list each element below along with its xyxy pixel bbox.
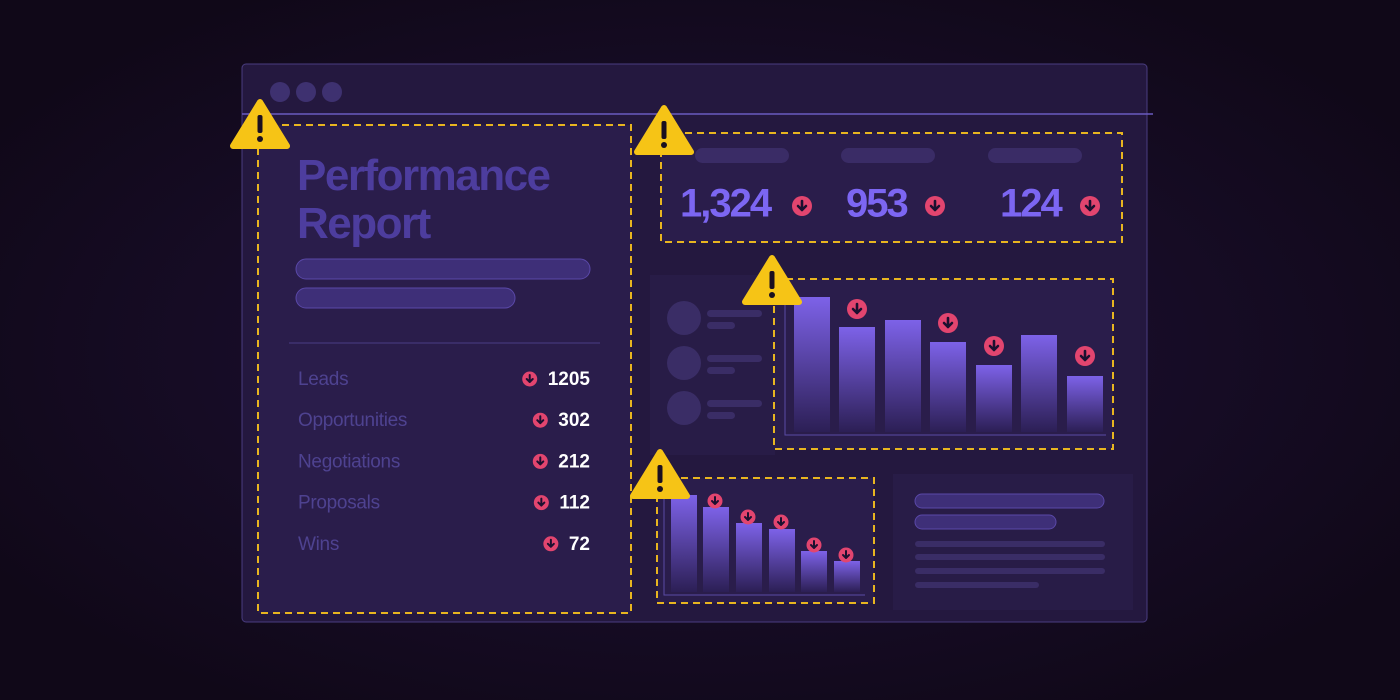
placeholder-bar xyxy=(295,258,591,280)
down-icon xyxy=(982,334,1006,358)
alert-border xyxy=(660,132,1123,243)
row-value: 112 xyxy=(559,493,590,514)
row-value: 1205 xyxy=(548,369,591,390)
placeholder-list xyxy=(667,301,762,425)
row-label: Opportunities xyxy=(298,410,407,431)
chart-axis xyxy=(663,490,865,596)
row-label: Negotiations xyxy=(298,451,400,472)
chart-axis xyxy=(784,296,1106,436)
report-rows: Leads 1205 Opportunities 302 Negotiations 212… xyxy=(298,369,590,555)
down-icon xyxy=(923,194,947,218)
down-icon xyxy=(706,492,724,510)
report-title: Performance xyxy=(297,151,550,200)
down-icon xyxy=(521,370,539,388)
row-value: 212 xyxy=(558,451,590,472)
down-icon xyxy=(531,452,549,470)
down-icon xyxy=(845,297,869,321)
down-icon xyxy=(790,194,814,218)
placeholder-lines xyxy=(915,541,1105,588)
kpi-value: 1,324 xyxy=(680,182,773,226)
down-icon xyxy=(532,494,550,512)
placeholder-bar xyxy=(695,148,789,163)
window-dot xyxy=(270,82,290,102)
kpi-value: 953 xyxy=(846,182,907,226)
alert-border xyxy=(257,124,632,614)
alert-border xyxy=(656,477,875,604)
window-dot xyxy=(322,82,342,102)
bar-chart xyxy=(671,495,860,592)
down-icon xyxy=(837,546,855,564)
row-label: Proposals xyxy=(298,493,380,514)
report-panel xyxy=(258,125,631,613)
down-icon xyxy=(936,311,960,335)
placeholder-bar xyxy=(841,148,935,163)
placeholder-bar xyxy=(988,148,1082,163)
bar-chart xyxy=(794,297,1103,432)
placeholder-bar xyxy=(295,287,516,309)
down-icon xyxy=(739,508,757,526)
alert-border xyxy=(773,278,1114,450)
down-icon xyxy=(542,535,560,553)
window-dot xyxy=(296,82,316,102)
row-label: Leads xyxy=(298,369,348,390)
down-icon xyxy=(805,536,823,554)
down-icon xyxy=(1073,344,1097,368)
row-value: 302 xyxy=(558,410,590,431)
down-icon xyxy=(531,411,549,429)
row-label: Wins xyxy=(298,534,339,555)
down-icon xyxy=(1078,194,1102,218)
report-title: Report xyxy=(297,199,432,248)
placeholder-bar xyxy=(914,493,1105,509)
placeholder-bar xyxy=(914,514,1057,530)
kpi-value: 124 xyxy=(1000,182,1063,226)
row-value: 72 xyxy=(569,534,590,555)
down-icon xyxy=(772,513,790,531)
